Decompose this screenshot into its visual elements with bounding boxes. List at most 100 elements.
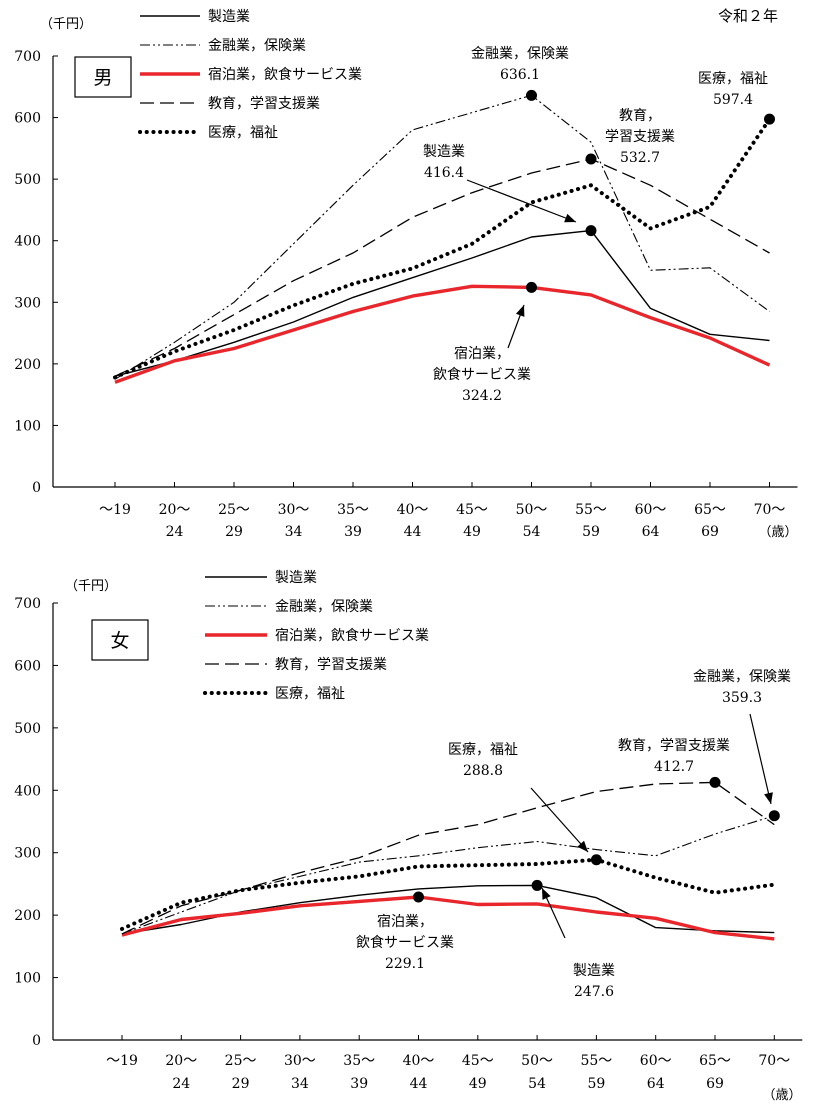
data-marker bbox=[585, 153, 597, 165]
data-marker bbox=[413, 891, 424, 903]
x-tick-label: 55～ bbox=[575, 502, 607, 518]
legend-entry: 教育，学習支援業 bbox=[275, 657, 387, 673]
y-tick-label: 600 bbox=[14, 111, 41, 127]
x-tick-label: 25～ bbox=[225, 1053, 257, 1069]
data-label: 学習支援業 bbox=[605, 129, 675, 145]
x-tick-label: 55～ bbox=[580, 1053, 612, 1069]
panel-label: 男 bbox=[93, 67, 112, 89]
legend-entry: 医療，福祉 bbox=[208, 124, 278, 141]
x-tick-label: 54 bbox=[523, 524, 541, 540]
legend-entry: 金融業，保険業 bbox=[208, 38, 306, 54]
x-axis-unit: （歳） bbox=[762, 1088, 801, 1103]
y-axis-label: （千円） bbox=[65, 579, 117, 594]
x-tick-label: 50～ bbox=[521, 1053, 553, 1069]
annotation-arrowhead bbox=[764, 792, 773, 804]
x-tick-label: 20～ bbox=[159, 502, 191, 518]
x-tick-label: 60～ bbox=[640, 1053, 672, 1069]
x-tick-label: 70～ bbox=[754, 502, 786, 518]
panel-0: 0 100 200 300 400 500 600 700 ～19 20～ 24 25～ 29 30～ 34… bbox=[14, 9, 797, 540]
x-tick-label: 30～ bbox=[284, 1053, 316, 1069]
data-label: 412.7 bbox=[654, 759, 694, 775]
data-label: 医療，福祉 bbox=[448, 741, 518, 758]
y-tick-label: 200 bbox=[14, 357, 41, 373]
x-tick-label: 40～ bbox=[397, 502, 429, 518]
y-tick-label: 600 bbox=[14, 658, 41, 674]
data-label: 教育， bbox=[619, 108, 661, 124]
x-tick-label: 50～ bbox=[516, 502, 548, 518]
series-line bbox=[120, 857, 777, 931]
x-tick-label: ～19 bbox=[99, 502, 131, 518]
data-label: 製造業 bbox=[423, 144, 465, 160]
data-marker bbox=[526, 281, 537, 293]
data-label: 医療，福祉 bbox=[698, 70, 768, 87]
y-tick-label: 100 bbox=[14, 971, 41, 987]
data-label: 359.3 bbox=[722, 690, 762, 706]
data-label: 324.2 bbox=[462, 388, 502, 404]
y-tick-label: 400 bbox=[14, 234, 41, 250]
x-tick-label: 64 bbox=[642, 524, 660, 540]
data-label: 288.8 bbox=[463, 763, 503, 779]
x-tick-label: 34 bbox=[285, 524, 303, 540]
data-marker bbox=[590, 854, 602, 866]
x-tick-label: 44 bbox=[404, 524, 422, 540]
data-label: 416.4 bbox=[424, 165, 464, 181]
x-tick-label: 44 bbox=[410, 1076, 428, 1092]
data-label: 金融業，保険業 bbox=[693, 669, 791, 685]
y-tick-label: 700 bbox=[14, 596, 41, 612]
x-tick-label: 39 bbox=[344, 524, 362, 540]
annotation-arrowhead bbox=[515, 305, 525, 317]
x-tick-label: 34 bbox=[291, 1076, 309, 1092]
x-tick-label: 49 bbox=[469, 1076, 487, 1092]
x-tick-label: 29 bbox=[225, 524, 243, 540]
y-tick-label: 0 bbox=[32, 1033, 41, 1049]
data-label: 宿泊業， bbox=[454, 345, 510, 362]
x-tick-label: 40～ bbox=[403, 1053, 435, 1069]
series-line bbox=[114, 229, 770, 377]
legend-entry: 宿泊業，飲食サービス業 bbox=[275, 627, 429, 644]
series-line bbox=[121, 884, 775, 935]
x-tick-label: 35～ bbox=[337, 502, 369, 518]
y-tick-label: 100 bbox=[14, 418, 41, 434]
y-tick-label: 200 bbox=[14, 908, 41, 924]
x-tick-label: 24 bbox=[172, 1076, 190, 1092]
x-tick-label: ～19 bbox=[106, 1053, 138, 1069]
data-marker bbox=[768, 810, 780, 822]
legend-entry: 宿泊業，飲食サービス業 bbox=[208, 66, 362, 83]
x-tick-label: 69 bbox=[706, 1076, 724, 1092]
x-tick-label: 69 bbox=[701, 524, 719, 540]
x-tick-label: 49 bbox=[463, 524, 481, 540]
x-tick-label: 54 bbox=[528, 1076, 546, 1092]
annotation-arrow bbox=[466, 179, 577, 223]
series-line bbox=[113, 117, 772, 380]
legend-entry: 製造業 bbox=[208, 9, 250, 25]
data-label: 229.1 bbox=[385, 956, 425, 972]
data-marker bbox=[585, 225, 597, 237]
data-marker bbox=[531, 879, 543, 891]
data-label: 247.6 bbox=[574, 984, 614, 1000]
data-marker bbox=[764, 113, 775, 125]
panel-label-box bbox=[91, 619, 149, 661]
panel-label-box bbox=[74, 56, 132, 98]
data-label: 636.1 bbox=[500, 67, 540, 83]
x-tick-label: 45～ bbox=[456, 502, 488, 518]
series-line bbox=[121, 895, 775, 941]
data-label: 製造業 bbox=[573, 963, 615, 979]
annotation-arrowhead bbox=[577, 840, 588, 852]
data-label: 教育，学習支援業 bbox=[618, 738, 730, 754]
y-tick-label: 700 bbox=[14, 49, 41, 65]
x-tick-label: 20～ bbox=[165, 1053, 197, 1069]
data-label: 金融業，保険業 bbox=[471, 46, 569, 62]
y-tick-label: 0 bbox=[32, 480, 41, 496]
x-tick-label: 60～ bbox=[635, 502, 667, 518]
annotation-arrowhead bbox=[542, 888, 551, 900]
x-tick-label: 64 bbox=[647, 1076, 665, 1092]
y-axis-label: （千円） bbox=[40, 17, 92, 32]
x-tick-label: 25～ bbox=[218, 502, 250, 518]
x-tick-label: 29 bbox=[232, 1076, 250, 1092]
y-tick-label: 300 bbox=[14, 846, 41, 862]
y-tick-label: 400 bbox=[14, 783, 41, 799]
series-line bbox=[114, 94, 770, 380]
data-label: 597.4 bbox=[713, 92, 753, 108]
annotation-arrow bbox=[530, 787, 589, 853]
